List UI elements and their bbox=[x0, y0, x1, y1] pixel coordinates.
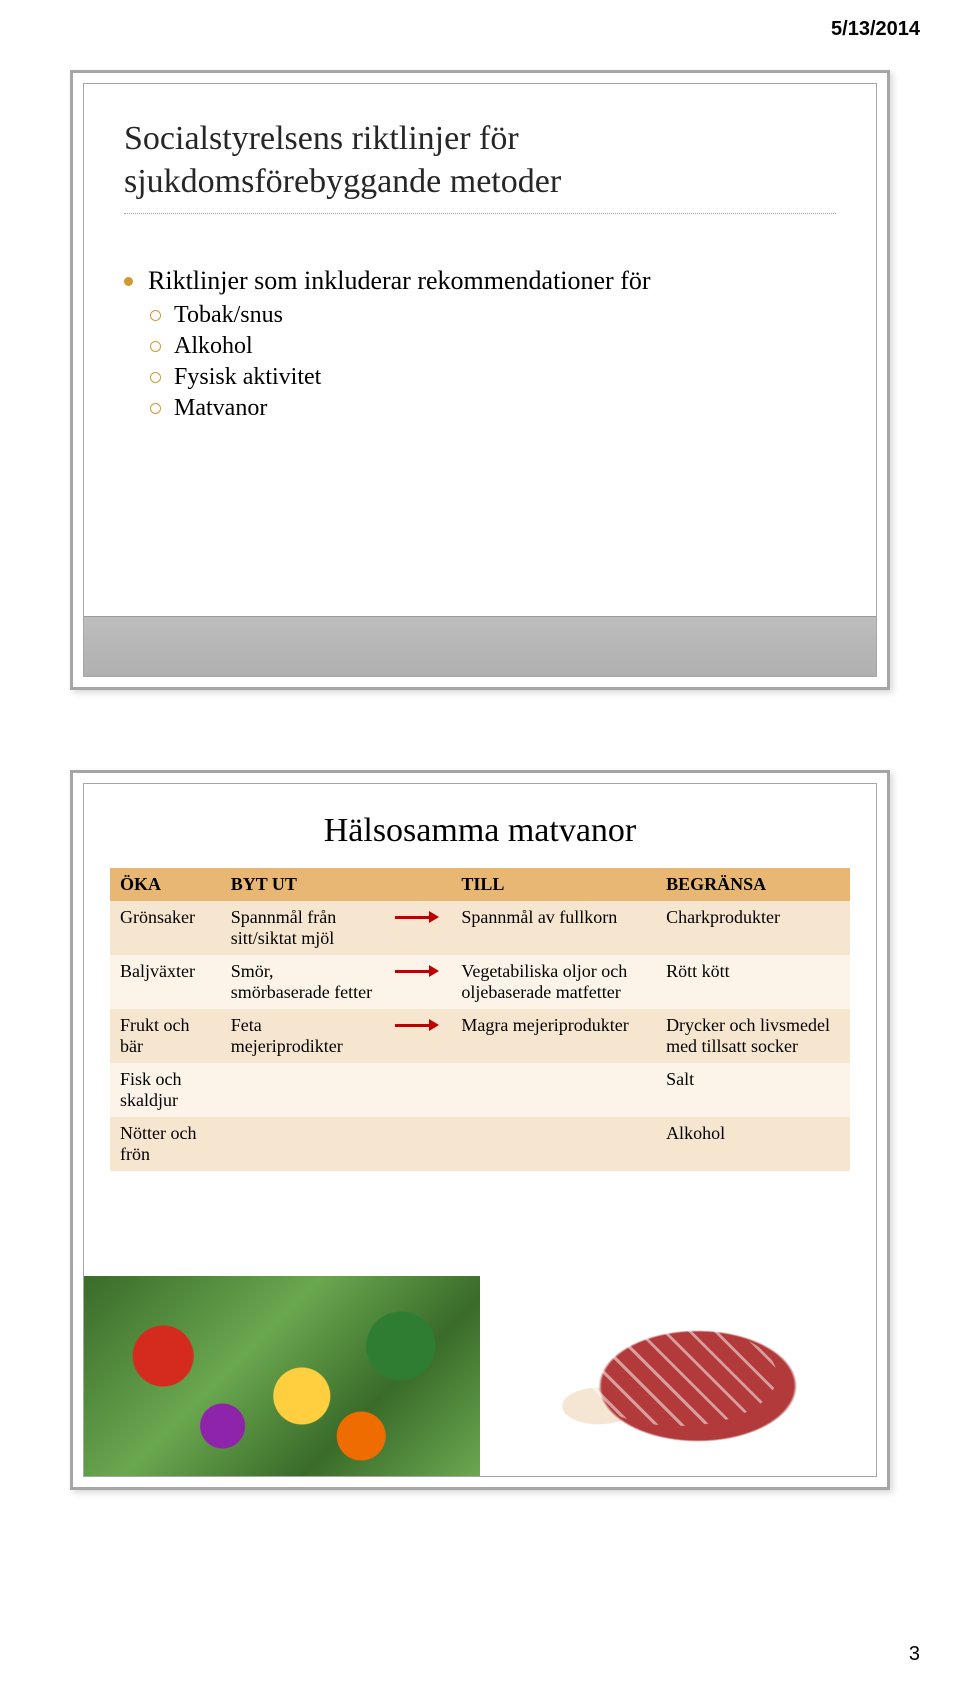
vegetables-photo bbox=[84, 1276, 480, 1476]
arrow-icon bbox=[395, 911, 441, 923]
slide-2-title: Hälsosamma matvanor bbox=[84, 784, 876, 850]
cell-byt bbox=[221, 1117, 386, 1171]
bullet-lead: Riktlinjer som inkluderar rekommendation… bbox=[124, 266, 836, 296]
title-underline bbox=[124, 213, 836, 214]
cell-oka: Baljväxter bbox=[110, 955, 221, 1009]
cell-arrow bbox=[385, 901, 451, 955]
cell-arrow bbox=[385, 1117, 451, 1171]
page-number: 3 bbox=[909, 1643, 920, 1666]
slide-1-title: Socialstyrelsens riktlinjer för sjukdoms… bbox=[124, 118, 836, 203]
cell-begr: Rött kött bbox=[656, 955, 850, 1009]
table-header-row: ÖKA BYT UT TILL BEGRÄNSA bbox=[110, 868, 850, 901]
col-begr: BEGRÄNSA bbox=[656, 868, 850, 901]
col-byt: BYT UT bbox=[221, 868, 386, 901]
cell-till: Spannmål av fullkorn bbox=[451, 901, 656, 955]
table-row: Baljväxter Smör, smörbaserade fetter Veg… bbox=[110, 955, 850, 1009]
cell-byt: Smör, smörbaserade fetter bbox=[221, 955, 386, 1009]
bullet-sub: Tobak/snus bbox=[124, 302, 836, 329]
slide-1-inner: Socialstyrelsens riktlinjer för sjukdoms… bbox=[83, 83, 877, 677]
table-row: Fisk och skaldjur Salt bbox=[110, 1063, 850, 1117]
cell-oka: Nötter och frön bbox=[110, 1117, 221, 1171]
cell-till: Magra mejeriprodukter bbox=[451, 1009, 656, 1063]
slide-1-footer-bar bbox=[84, 616, 876, 676]
slide-1-title-line2: sjukdomsförebyggande metoder bbox=[124, 163, 561, 200]
slide-1-body: Riktlinjer som inkluderar rekommendation… bbox=[84, 226, 876, 422]
table-row: Grönsaker Spannmål från sitt/siktat mjöl… bbox=[110, 901, 850, 955]
table-row: Nötter och frön Alkohol bbox=[110, 1117, 850, 1171]
bullet-sub: Alkohol bbox=[124, 333, 836, 360]
col-arrow bbox=[385, 868, 451, 901]
cell-arrow bbox=[385, 1009, 451, 1063]
col-oka: ÖKA bbox=[110, 868, 221, 901]
page-date: 5/13/2014 bbox=[831, 18, 920, 41]
col-till: TILL bbox=[451, 868, 656, 901]
slide-2-inner: Hälsosamma matvanor ÖKA BYT UT TILL BEGR… bbox=[83, 783, 877, 1477]
table-row: Frukt och bär Feta mejeriprodikter Magra… bbox=[110, 1009, 850, 1063]
meat-photo bbox=[480, 1276, 876, 1476]
cell-oka: Fisk och skaldjur bbox=[110, 1063, 221, 1117]
cell-till bbox=[451, 1117, 656, 1171]
bullet-sub: Matvanor bbox=[124, 395, 836, 422]
slide-1: Socialstyrelsens riktlinjer för sjukdoms… bbox=[70, 70, 890, 690]
cell-oka: Frukt och bär bbox=[110, 1009, 221, 1063]
bullet-sub: Fysisk aktivitet bbox=[124, 364, 836, 391]
arrow-icon bbox=[395, 965, 441, 977]
cell-begr: Salt bbox=[656, 1063, 850, 1117]
cell-arrow bbox=[385, 955, 451, 1009]
cell-byt: Feta mejeriprodikter bbox=[221, 1009, 386, 1063]
slide-2: Hälsosamma matvanor ÖKA BYT UT TILL BEGR… bbox=[70, 770, 890, 1490]
cell-arrow bbox=[385, 1063, 451, 1117]
cell-begr: Alkohol bbox=[656, 1117, 850, 1171]
cell-byt: Spannmål från sitt/siktat mjöl bbox=[221, 901, 386, 955]
arrow-icon bbox=[395, 1019, 441, 1031]
slide-1-title-line1: Socialstyrelsens riktlinjer för bbox=[124, 120, 519, 157]
cell-begr: Drycker och livsmedel med tillsatt socke… bbox=[656, 1009, 850, 1063]
nutrition-table: ÖKA BYT UT TILL BEGRÄNSA Grönsaker Spann… bbox=[110, 868, 850, 1171]
cell-byt bbox=[221, 1063, 386, 1117]
slide-1-title-region: Socialstyrelsens riktlinjer för sjukdoms… bbox=[84, 84, 876, 226]
cell-begr: Charkprodukter bbox=[656, 901, 850, 955]
cell-till: Vegetabiliska oljor och oljebaserade mat… bbox=[451, 955, 656, 1009]
cell-till bbox=[451, 1063, 656, 1117]
slide-2-images bbox=[84, 1276, 876, 1476]
cell-oka: Grönsaker bbox=[110, 901, 221, 955]
